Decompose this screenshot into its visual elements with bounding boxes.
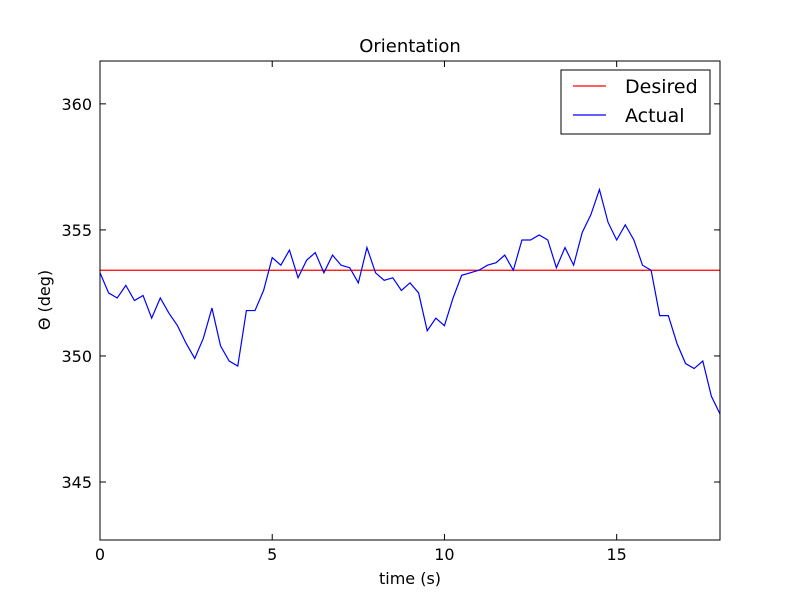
x-tick-label: 0: [95, 545, 105, 564]
line-series: [100, 187, 720, 415]
x-tick-label: 10: [434, 545, 454, 564]
x-axis-label: time (s): [379, 569, 441, 588]
x-tick-label: 15: [606, 545, 626, 564]
legend-label: Desired: [625, 76, 698, 98]
chart-title: Orientation: [359, 36, 461, 57]
x-tick-label: 5: [267, 545, 277, 564]
y-tick-label: 360: [61, 95, 92, 114]
y-tick-label: 355: [61, 221, 92, 240]
plot-frame: [99, 60, 721, 541]
y-axis-label: Θ (deg): [35, 270, 54, 330]
y-tick-label: 350: [61, 347, 92, 366]
legend-label: Actual: [625, 105, 685, 127]
y-tick-label: 345: [61, 473, 92, 492]
legend-box: [560, 69, 711, 135]
